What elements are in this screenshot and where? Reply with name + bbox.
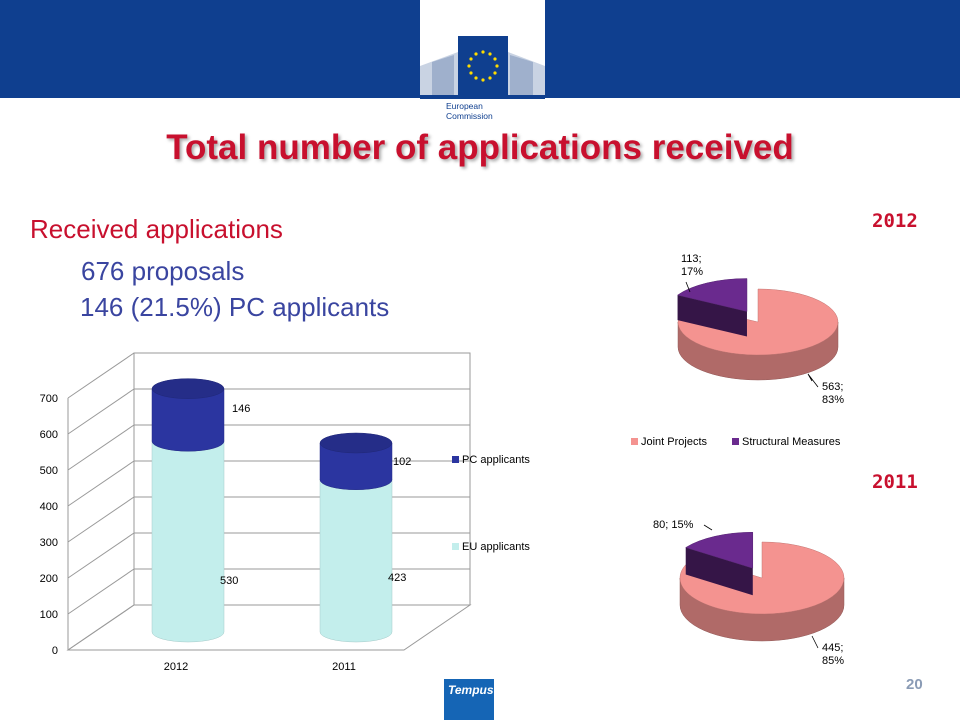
page-number: 20 <box>906 676 923 693</box>
tempus-logo: Tempus <box>444 679 494 720</box>
bar-body <box>319 442 393 490</box>
pie-leader-line <box>811 635 819 649</box>
pie-data-label: 80; 15% <box>653 519 694 531</box>
pie-data-label: 85% <box>822 655 844 667</box>
legend-swatch <box>452 543 459 550</box>
pie-slice-structural-measures <box>685 531 754 596</box>
y-tick-label: 100 <box>40 609 58 621</box>
pie-slice-joint-projects <box>677 288 839 381</box>
bar-body <box>319 479 393 643</box>
pie-chart-2011: 445;85% 80; 15% <box>653 519 845 667</box>
legend-label: EU applicants <box>462 541 530 553</box>
y-tick-label: 500 <box>40 465 58 477</box>
pie-leader-line <box>807 373 819 388</box>
pie-leader-line <box>703 524 713 531</box>
pie-data-label: 83% <box>822 394 844 406</box>
bar-data-label: 530 <box>220 575 238 587</box>
pc-applicants-count: 146 (21.5%) PC applicants <box>80 292 390 322</box>
y-tick-label: 700 <box>40 393 58 405</box>
pie-slice-joint-projects <box>679 541 845 642</box>
pie-top <box>676 278 748 312</box>
pie-leader-line <box>685 281 691 293</box>
proposals-count: 676 proposals <box>81 256 245 286</box>
y-tick-label: 400 <box>40 501 58 513</box>
legend-label: PC applicants <box>462 454 530 466</box>
pie-top <box>679 541 845 615</box>
x-tick-label: 2011 <box>332 661 356 673</box>
gridline <box>67 388 470 435</box>
y-tick-label: 300 <box>40 537 58 549</box>
bar-chart-y-ticks: 0 100 200 300 400 500 600 700 <box>40 393 58 657</box>
pie-legend-label: Structural Measures <box>742 436 841 448</box>
bar-segment-pc-applicants-2012 <box>151 378 225 452</box>
pie-cut-face <box>677 295 747 337</box>
european-commission-logo: European Commission <box>420 0 545 124</box>
pie-data-label: 17% <box>681 266 703 278</box>
pie-top <box>685 531 754 569</box>
bar-body <box>151 388 225 452</box>
pie-2011-title: 2011 <box>872 471 918 493</box>
bar-body <box>151 440 225 643</box>
pie-legend-swatch <box>631 438 638 445</box>
legend-swatch <box>452 456 459 463</box>
bar-chart-legend: EU applicants PC applicants <box>452 454 530 553</box>
pie-data-label: 445; <box>822 642 843 654</box>
pie-slice-structural-measures <box>676 278 748 337</box>
pie-top <box>677 288 839 356</box>
bar-top <box>319 432 393 454</box>
bar-top <box>151 378 225 399</box>
pie-legend-label: Joint Projects <box>641 436 708 448</box>
pie-chart-2012: 563;83% 113;17% <box>676 253 844 406</box>
bar-chart-bars <box>151 378 393 643</box>
pie-2012-title: 2012 <box>872 210 918 232</box>
y-tick-label: 0 <box>52 645 58 657</box>
pie-data-label: 113; <box>681 253 702 265</box>
bar-data-label: 146 <box>232 403 250 415</box>
bar-chart-data-labels: 530 146 423 102 <box>220 403 411 587</box>
gridline <box>67 352 470 399</box>
pie-cut-face <box>685 547 753 596</box>
bar-segment-pc-applicants-2011 <box>319 432 393 490</box>
x-tick-label: 2012 <box>164 661 188 673</box>
gridline <box>67 424 470 471</box>
pie-chart-legend: Joint Projects Structural Measures <box>631 436 841 448</box>
pie-legend-swatch <box>732 438 739 445</box>
bar-data-label: 102 <box>393 456 411 468</box>
received-applications-heading: Received applications <box>30 214 283 244</box>
bar-data-label: 423 <box>388 572 406 584</box>
y-tick-label: 200 <box>40 573 58 585</box>
bar-chart-x-ticks: 2012 2011 <box>164 661 356 673</box>
pie-data-label: 563; <box>822 381 843 393</box>
slide-title: Total number of applications received <box>166 128 794 167</box>
logo-text: European Commission <box>446 101 493 121</box>
y-tick-label: 600 <box>40 429 58 441</box>
commission-building-icon <box>420 36 545 99</box>
